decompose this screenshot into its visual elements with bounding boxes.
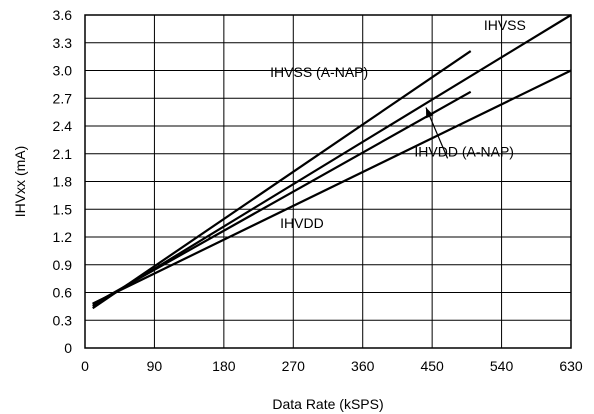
x-tick-label: 540 bbox=[490, 358, 514, 374]
y-tick-label: 2.7 bbox=[53, 90, 73, 106]
y-tick-label: 1.2 bbox=[53, 229, 73, 245]
series-ihvdd bbox=[92, 69, 572, 305]
y-tick-label: 1.5 bbox=[53, 201, 73, 217]
x-tick-label: 270 bbox=[282, 358, 306, 374]
y-tick-label: 0.9 bbox=[53, 257, 73, 273]
annotation-label: IHVSS (A-NAP) bbox=[270, 64, 368, 80]
grid bbox=[84, 14, 572, 349]
x-tick-label: 450 bbox=[420, 358, 444, 374]
y-axis-label: IHVxx (mA) bbox=[12, 146, 28, 218]
annotations: IHVSS IHVSS (A-NAP) IHVDD (A-NAP) IHVDD bbox=[270, 17, 526, 231]
x-tick-label: 630 bbox=[559, 358, 583, 374]
x-tick-labels: 0 90 180 270 360 450 540 630 bbox=[81, 358, 583, 374]
y-tick-label: 0.6 bbox=[53, 285, 73, 301]
y-tick-labels: 0 0.3 0.6 0.9 1.2 1.5 1.8 2.1 2.4 2.7 3.0 3.3 3.6 bbox=[53, 7, 73, 356]
x-tick-label: 180 bbox=[212, 358, 236, 374]
y-tick-label: 2.4 bbox=[53, 118, 73, 134]
y-tick-label: 3.6 bbox=[53, 7, 73, 23]
y-tick-label: 3.0 bbox=[53, 63, 73, 79]
x-axis-label: Data Rate (kSPS) bbox=[272, 396, 383, 412]
series-lines bbox=[92, 14, 572, 310]
y-tick-label: 0 bbox=[64, 340, 72, 356]
annotation-label: IHVDD bbox=[280, 215, 324, 231]
series-ihvss bbox=[92, 14, 572, 308]
arrow-head bbox=[425, 107, 434, 119]
annotation-arrow bbox=[425, 107, 449, 159]
x-tick-label: 0 bbox=[81, 358, 89, 374]
annotation-label: IHVDD (A-NAP) bbox=[414, 144, 514, 160]
y-tick-label: 2.1 bbox=[53, 146, 73, 162]
plot-frame bbox=[84, 14, 572, 349]
y-tick-label: 1.8 bbox=[53, 174, 73, 190]
x-tick-label: 360 bbox=[351, 358, 375, 374]
series-ihvss-a-nap bbox=[92, 50, 472, 310]
y-tick-label: 0.3 bbox=[53, 312, 73, 328]
x-tick-label: 90 bbox=[147, 358, 163, 374]
annotation-label: IHVSS bbox=[484, 17, 526, 33]
y-tick-label: 3.3 bbox=[53, 35, 73, 51]
series-ihvdd-a-nap bbox=[92, 90, 472, 306]
